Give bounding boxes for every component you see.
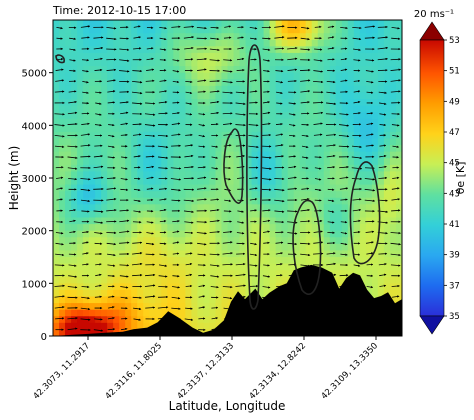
x-axis: 42.3073, 11.2917 42.3116, 11.8025 42.3137,… [32,336,381,402]
colorbar-tick-label: 47 [449,128,460,138]
colorbar-tick-label: 43 [449,189,460,199]
quiver-key-label: 20 ms⁻¹ [414,9,454,20]
colorbar-tick-label: 39 [449,251,460,261]
colorbar-tick-label: 53 [449,36,460,46]
chart-title: Time: 2012-10-15 17:00 [52,4,186,17]
plot-area [53,20,402,336]
y-tick-label: 2000 [22,227,47,238]
y-tick-label: 0 [41,332,47,343]
colorbar-tick-label: 37 [449,281,460,291]
y-tick-label: 5000 [22,69,47,80]
x-tick-label: 42.3073, 11.2917 [32,341,93,402]
contour-5 [55,54,65,64]
x-tick-label: 42.3109, 13.3350 [320,341,381,402]
y-tick-label: 3000 [22,174,47,185]
colorbar: 35 37 39 41 43 45 47 49 51 53 θe [K] [419,21,467,335]
y-axis: 0 1000 2000 3000 4000 5000 [22,69,53,343]
colorbar-label: θe [K] [454,162,467,195]
x-tick-label: 42.3137, 12.3133 [176,341,237,402]
colorbar-tick-label: 45 [449,159,460,169]
contour-4 [349,161,381,265]
contour-2 [223,128,244,204]
terrain [53,264,402,336]
y-tick-label: 1000 [22,279,47,290]
x-tick-label: 42.3116, 11.8025 [104,341,165,402]
theta-e-field [53,20,402,336]
y-tick-label: 4000 [22,121,47,132]
colorbar-extend-top [419,21,445,41]
colorbar-gradient [419,39,445,317]
contour-1 [246,44,263,310]
colorbar-tick-label: 51 [449,67,460,77]
colorbar-tick-label: 41 [449,220,460,230]
colorbar-tick-label: 35 [449,312,460,322]
x-axis-label: Latitude, Longitude [169,399,286,413]
y-axis-label: Height (m) [7,146,21,211]
colorbar-extend-bottom [419,315,445,335]
contour-3 [292,199,322,295]
x-tick-label: 42.3134, 12.8242 [248,341,309,402]
colorbar-tick-label: 49 [449,97,460,107]
